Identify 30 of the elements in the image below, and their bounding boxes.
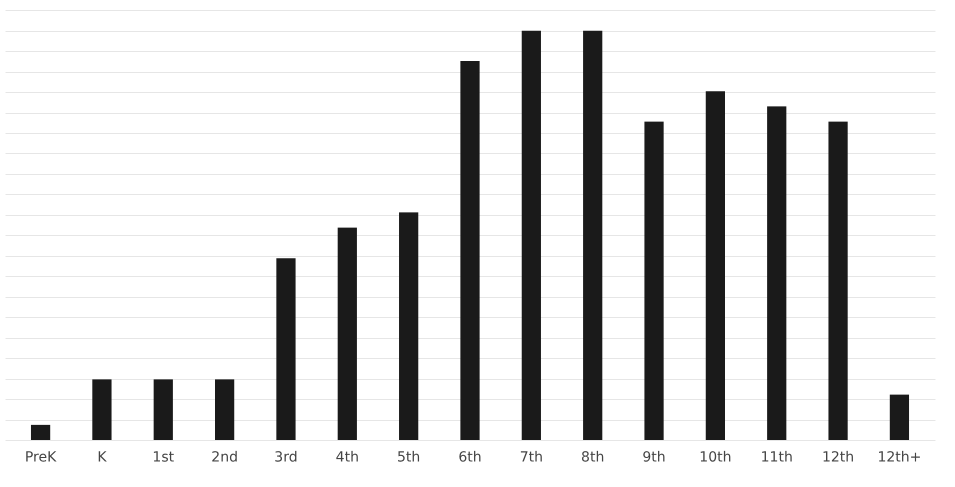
bar [583, 30, 602, 440]
x-tick-label: 2nd [211, 450, 238, 466]
bar [276, 258, 296, 440]
bar [92, 379, 112, 440]
bar [706, 91, 725, 440]
bar [767, 106, 786, 440]
bar [460, 60, 480, 440]
x-tick-label: 6th [458, 450, 482, 466]
x-tick-label: 3rd [274, 450, 298, 466]
x-tick-label: 12th [822, 450, 854, 466]
bar [890, 394, 910, 440]
bar [522, 30, 541, 440]
bar [399, 212, 418, 440]
x-tick-label: 10th [699, 450, 732, 466]
bar [644, 122, 664, 440]
x-tick-label: 7th [520, 450, 543, 466]
x-tick-label: 4th [336, 450, 359, 466]
x-tick-label: 12th+ [877, 450, 922, 466]
bar [828, 122, 848, 440]
bar [154, 379, 173, 440]
bar [215, 379, 234, 440]
x-tick-label: 1st [152, 450, 175, 466]
x-tick-label: K [97, 450, 108, 466]
x-tick-label: 8th [581, 450, 604, 466]
x-tick-label: 9th [642, 450, 666, 466]
bar [338, 228, 357, 440]
bar [30, 424, 50, 440]
x-tick-label: 11th [760, 450, 793, 466]
x-tick-label: PreK [24, 450, 58, 466]
x-tick-label: 5th [397, 450, 420, 466]
